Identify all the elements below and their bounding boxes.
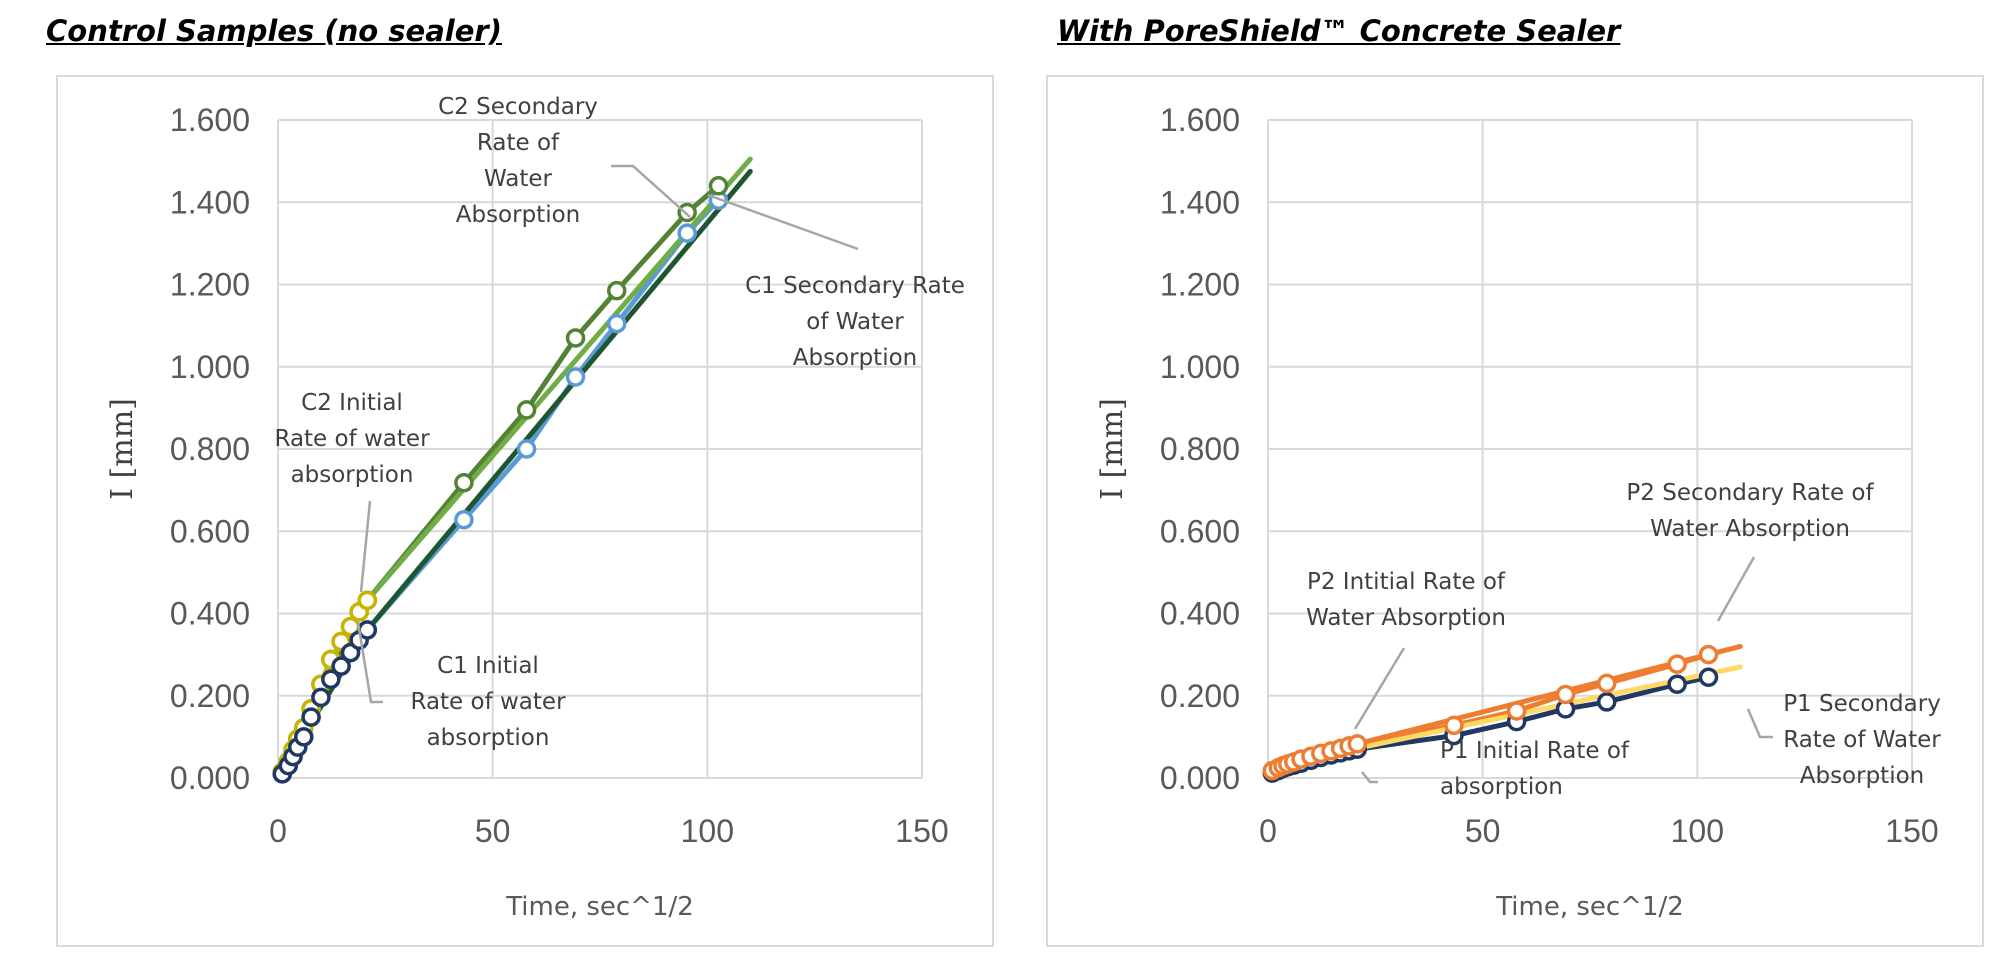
y-tick-label: 1.600 [170, 102, 250, 138]
x-tick-label: 100 [681, 813, 734, 849]
x-tick-label: 150 [1885, 813, 1938, 849]
y-tick-label: 0.000 [1160, 760, 1240, 796]
series-2-point [565, 328, 586, 348]
annotation-label: Absorption [1800, 763, 1925, 789]
annotation-leader [1353, 647, 1406, 730]
y-tick-label: 0.400 [170, 596, 250, 632]
y-tick-label: 1.400 [1160, 184, 1240, 220]
series-2-point [1347, 734, 1368, 754]
control-samples-plot: 0.000 0.200 0.400 0.600 0.800 1.000 1.200 1.400… [105, 94, 965, 922]
trendline-2 [364, 168, 753, 633]
series-2-point [1506, 701, 1527, 721]
annotation-label: P1 Initial Rate of [1440, 738, 1630, 764]
annotation-label: C2 Secondary [438, 94, 598, 120]
x-tick-label: 150 [895, 813, 948, 849]
y-tick-label: 1.400 [170, 184, 250, 220]
y-tick-label: 1.200 [170, 267, 250, 303]
annotation-label: Rate of water [410, 689, 566, 715]
y-axis-title: I [mm] [1095, 398, 1130, 500]
series-2-point [1444, 715, 1464, 736]
y-tick-label: 0.600 [170, 513, 250, 549]
annotation-label: absorption [427, 725, 550, 751]
series-2-point [606, 280, 627, 301]
y-tick-label: 1.200 [1160, 267, 1240, 303]
annotation-label: C2 Initial [301, 390, 403, 416]
annotation-label: Rate of Water [1783, 727, 1941, 753]
x-tick-label: 0 [1259, 813, 1277, 849]
annotation-label: Rate of water [274, 426, 430, 452]
series-1-point [1596, 692, 1617, 712]
annotation-leader [356, 621, 383, 704]
series-4-point [294, 727, 314, 747]
y-tick-label: 0.800 [1160, 431, 1240, 467]
x-axis-title: Time, sec^1/2 [1495, 892, 1684, 922]
series-2-point [1698, 644, 1719, 665]
annotation-label: C1 Initial [437, 653, 539, 679]
y-tick-label: 0.600 [1160, 513, 1240, 549]
annotation-leader [1746, 708, 1773, 739]
annotation-label: Absorption [456, 202, 581, 228]
x-axis-title: Time, sec^1/2 [505, 892, 694, 922]
series-2-point [454, 472, 474, 493]
annotation-label: absorption [1440, 774, 1563, 800]
series-2-point [1596, 673, 1617, 694]
annotation-leader [611, 164, 691, 218]
series-2-point [1667, 654, 1687, 674]
series-4-point [301, 707, 321, 727]
y-axis-title: I [mm] [105, 398, 140, 500]
x-tick-label: 0 [269, 813, 287, 849]
annotation-label: P2 Intitial Rate of [1307, 569, 1506, 595]
series-1-point [1698, 667, 1719, 687]
annotation-leader [707, 193, 859, 251]
series-1-point [565, 367, 586, 387]
annotation-label: Water Absorption [1650, 516, 1850, 542]
annotation-leader [1361, 771, 1378, 784]
series-4-point [331, 656, 351, 676]
y-tick-label: 0.800 [170, 431, 250, 467]
series-1-point [454, 509, 474, 530]
annotation-label: of Water [806, 309, 904, 335]
annotation-label: Water Absorption [1306, 605, 1506, 631]
annotation-leader [359, 500, 372, 593]
x-tick-label: 50 [1465, 813, 1501, 849]
series-1-point [1667, 674, 1687, 694]
y-tick-label: 0.000 [170, 760, 250, 796]
poreshield-plot: 0.000 0.200 0.400 0.600 0.800 1.000 1.200 1.400… [1095, 102, 1941, 922]
annotation-label: Absorption [793, 345, 918, 371]
annotation-label: Rate of [477, 130, 560, 156]
annotation-leader [1716, 556, 1756, 622]
control-samples-chart: 0.000 0.200 0.400 0.600 0.800 1.000 1.200 1.400… [56, 75, 994, 947]
poreshield-chart: 0.000 0.200 0.400 0.600 0.800 1.000 1.200 1.400… [1046, 75, 1984, 947]
series-4-point [311, 687, 331, 708]
x-tick-label: 50 [475, 813, 511, 849]
series-3-point [357, 590, 378, 611]
annotation-label: C1 Secondary Rate [745, 273, 965, 299]
annotation-label: absorption [291, 462, 414, 488]
series-2-point [516, 400, 537, 420]
annotation-label: P1 Secondary [1783, 691, 1941, 717]
y-tick-label: 0.400 [1160, 596, 1240, 632]
series-1-point [606, 313, 627, 334]
series-4-point [321, 669, 341, 690]
x-tick-label: 100 [1671, 813, 1724, 849]
series-1-point [516, 439, 537, 459]
y-tick-label: 1.000 [1160, 349, 1240, 385]
series-4-point [357, 620, 378, 640]
y-tick-label: 1.600 [1160, 102, 1240, 138]
series-2-point [677, 202, 697, 223]
series-1-point [677, 223, 697, 243]
annotation-label: Water [484, 166, 553, 192]
y-tick-label: 0.200 [170, 678, 250, 714]
y-tick-label: 1.000 [170, 349, 250, 385]
series-2-point [708, 176, 729, 196]
right-chart-title: With PoreShield™ Concrete Sealer [1057, 14, 1621, 48]
y-tick-label: 0.200 [1160, 678, 1240, 714]
series-2-point [1555, 684, 1576, 705]
left-chart-title: Control Samples (no sealer) [46, 14, 502, 48]
annotation-label: P2 Secondary Rate of [1626, 480, 1874, 506]
